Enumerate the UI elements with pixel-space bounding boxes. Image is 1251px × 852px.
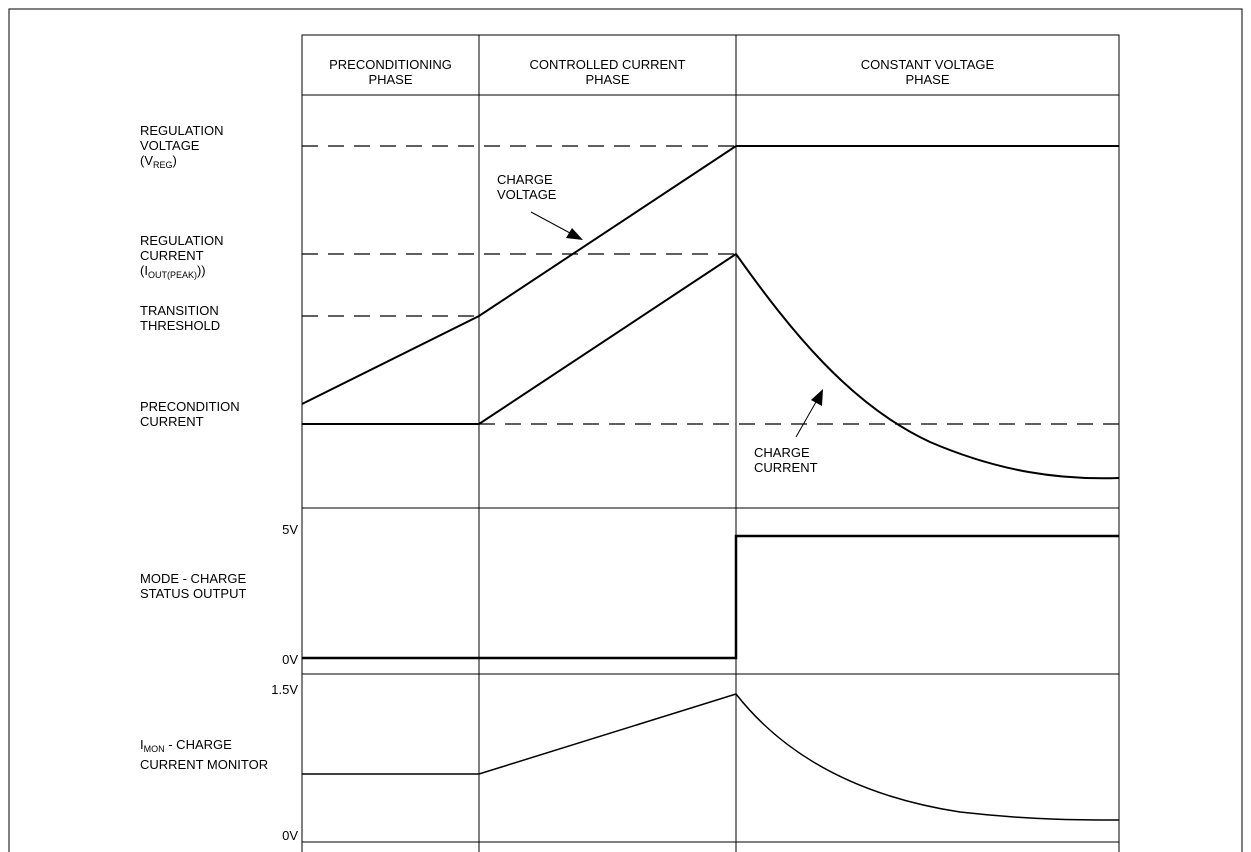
transition-threshold-label: TRANSITION THRESHOLD: [140, 303, 220, 333]
ioutpeak-symbol: (IOUT(PEAK))): [140, 263, 206, 280]
label-line1: MODE - CHARGE: [140, 571, 247, 586]
mode-high-tick: 5V: [282, 522, 298, 537]
annotation-line1: CHARGE: [497, 172, 553, 187]
annotation-line2: CURRENT: [754, 460, 818, 475]
precondition-current-label: PRECONDITION CURRENT: [140, 399, 240, 429]
charge-voltage-arrowhead: [566, 228, 583, 240]
regulation-voltage-label: REGULATION VOLTAGE (VREG): [140, 123, 224, 173]
charge-voltage-arrow-line: [530, 211, 571, 234]
regulation-current-label: REGULATION CURRENT (IOUT(PEAK))): [140, 233, 224, 283]
mode-status-waveform: [302, 534, 1119, 660]
phase-header-line1: CONSTANT VOLTAGE: [860, 57, 995, 72]
phase-header-line2: PHASE: [368, 72, 413, 87]
annotation-line2: VOLTAGE: [497, 187, 557, 202]
label-line2: VOLTAGE: [140, 138, 200, 153]
label-line2: CURRENT: [140, 248, 204, 263]
charge-current-annotation: CHARGE CURRENT: [754, 445, 818, 475]
phase-header-line1: PRECONDITIONING: [329, 57, 452, 72]
imon-waveform: [302, 693, 1120, 821]
phase-header-line2: PHASE: [905, 72, 950, 87]
imon-label: IMON - CHARGE CURRENT MONITOR: [140, 737, 268, 772]
label-line2: CURRENT MONITOR: [140, 757, 269, 772]
charge-current-curve: [302, 252, 1120, 480]
label-line1: PRECONDITION: [140, 399, 240, 414]
mode-low-tick: 0V: [282, 652, 298, 667]
vreg-symbol: (VREG): [140, 153, 177, 170]
phase-header-constant-voltage: CONSTANT VOLTAGE PHASE: [736, 57, 1119, 87]
phase-header-line2: PHASE: [585, 72, 630, 87]
charge-current-arrowhead: [811, 389, 823, 406]
label-line2: CURRENT: [140, 414, 204, 429]
imon-low-tick: 0V: [282, 828, 298, 843]
phase-header-line1: CONTROLLED CURRENT: [529, 57, 686, 72]
grid-frame: [301, 34, 1120, 852]
label-line2: STATUS OUTPUT: [140, 586, 247, 601]
label-line1: REGULATION: [140, 233, 224, 248]
phase-header-controlled-current: CONTROLLED CURRENT PHASE: [479, 57, 736, 87]
charge-voltage-annotation: CHARGE VOLTAGE: [497, 172, 556, 202]
charge-voltage-curve: [301, 145, 1119, 405]
mode-status-label: MODE - CHARGE STATUS OUTPUT: [140, 571, 246, 601]
annotation-line1: CHARGE: [754, 445, 810, 460]
imon-symbol-line: IMON - CHARGE: [140, 737, 232, 754]
label-line2: THRESHOLD: [140, 318, 221, 333]
outer-frame: [8, 8, 1243, 852]
charge-current-arrow-line: [795, 401, 817, 438]
label-line1: REGULATION: [140, 123, 224, 138]
imon-high-tick: 1.5V: [271, 682, 298, 697]
phase-header-preconditioning: PRECONDITIONING PHASE: [302, 57, 479, 87]
label-line1: TRANSITION: [140, 303, 219, 318]
